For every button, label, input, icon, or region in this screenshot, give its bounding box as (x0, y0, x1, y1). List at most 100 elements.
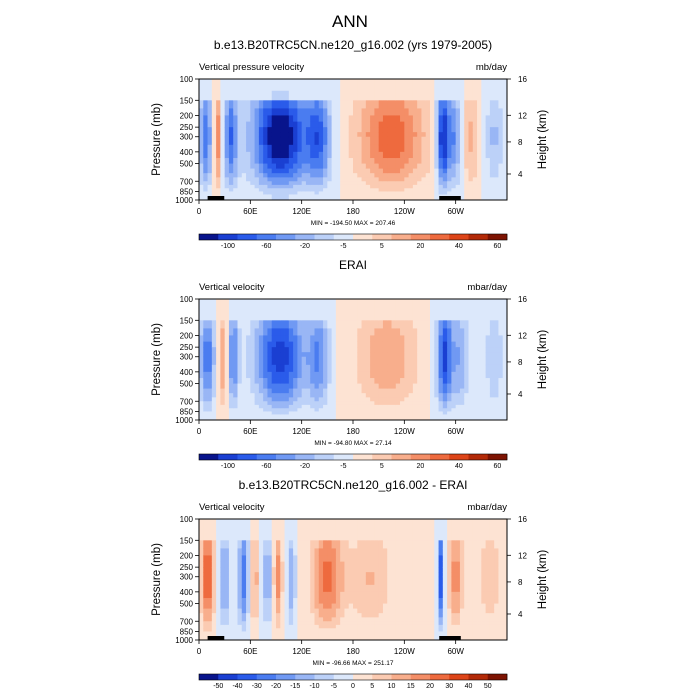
field-cell (340, 352, 345, 358)
field-cell (494, 540, 499, 549)
field-cell (387, 519, 392, 532)
field-cell (477, 108, 482, 116)
field-cell (310, 404, 315, 409)
field-cell (438, 320, 444, 329)
field-cell (425, 144, 431, 153)
field-cell (271, 158, 277, 164)
field-cell (211, 603, 217, 609)
field-cell (233, 347, 238, 353)
field-cell (438, 540, 444, 549)
field-cell (357, 173, 362, 178)
field-cell (387, 603, 392, 609)
panel-title: b.e13.B20TRC5CN.ne120_g16.002 (yrs 1979-… (214, 38, 492, 52)
field-cell (335, 417, 341, 421)
field-cell (263, 624, 268, 629)
field-cell (494, 388, 499, 394)
field-cell (395, 634, 401, 638)
field-cell (459, 197, 465, 201)
field-cell (353, 79, 358, 92)
field-cell (489, 617, 495, 622)
field-cell (233, 168, 238, 174)
field-cell (477, 378, 482, 384)
field-cell (267, 335, 273, 343)
field-cell (220, 378, 226, 384)
field-cell (216, 136, 221, 146)
field-cell (237, 519, 243, 532)
field-cell (288, 158, 294, 164)
x-tick-label: 120E (292, 427, 311, 436)
field-cell (459, 628, 465, 632)
field-cell (361, 356, 367, 366)
field-cell (489, 181, 495, 186)
field-cell (477, 158, 482, 164)
field-cell (280, 393, 285, 398)
colorbar-swatch (430, 674, 450, 680)
field-cell (327, 191, 333, 195)
field-cell (305, 347, 311, 353)
field-cell (382, 378, 388, 384)
field-cell (417, 388, 422, 394)
field-cell (498, 184, 504, 189)
field-cell (323, 328, 328, 336)
field-cell (408, 561, 414, 568)
field-cell (464, 181, 469, 186)
field-cell (353, 617, 358, 622)
field-cell (233, 173, 238, 178)
field-cell (340, 108, 345, 116)
field-cell (404, 335, 410, 343)
field-cell (370, 163, 375, 169)
field-cell (340, 197, 345, 201)
field-cell (434, 631, 439, 635)
field-cell (340, 617, 345, 622)
field-cell (477, 184, 482, 189)
field-cell (250, 417, 256, 421)
field-cell (310, 561, 315, 568)
field-cell (335, 404, 341, 409)
field-cell (498, 371, 504, 379)
field-cell (293, 115, 298, 123)
field-cell (327, 598, 333, 604)
colorbar-label: -20 (300, 463, 310, 470)
field-cell (442, 530, 448, 541)
field-cell (412, 540, 418, 549)
field-cell (305, 356, 311, 366)
field-cell (305, 621, 311, 626)
field-cell (327, 341, 333, 348)
field-cell (395, 151, 401, 159)
field-cell (203, 608, 208, 614)
field-cell (348, 393, 354, 398)
field-cell (203, 127, 208, 133)
field-cell (494, 371, 499, 379)
field-cell (434, 624, 439, 629)
field-cell (318, 121, 324, 128)
field-cell (481, 561, 487, 568)
field-cell (216, 299, 221, 312)
field-cell (459, 158, 465, 164)
colorbar-label: 40 (465, 683, 473, 690)
field-cell (391, 144, 397, 153)
field-cell (216, 100, 221, 109)
field-cell (216, 168, 221, 174)
field-cell (489, 173, 495, 178)
field-cell (400, 519, 405, 532)
field-cell (378, 621, 384, 626)
field-cell (310, 540, 315, 549)
field-cell (395, 90, 401, 101)
field-cell (425, 401, 431, 406)
field-cell (464, 158, 469, 164)
field-cell (365, 181, 371, 186)
field-cell (489, 191, 495, 195)
field-cell (323, 184, 328, 189)
field-cell (323, 79, 328, 92)
topography-mask (439, 636, 461, 640)
field-cell (327, 621, 333, 626)
field-cell (314, 621, 320, 626)
field-cell (211, 624, 217, 629)
field-cell (340, 548, 345, 556)
field-cell (318, 197, 324, 201)
field-cell (430, 341, 435, 348)
field-cell (494, 310, 499, 321)
field-cell (344, 108, 350, 116)
field-cell (395, 320, 401, 329)
